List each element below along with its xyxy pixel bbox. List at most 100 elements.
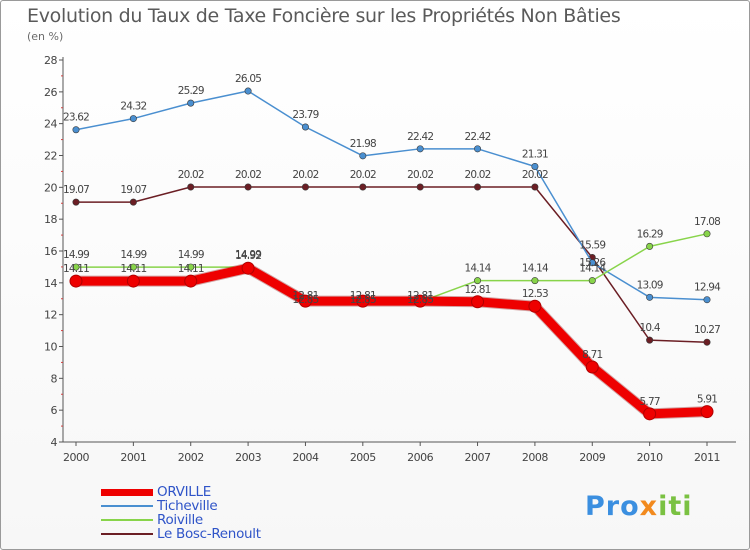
data-label: 12.53 [522,288,548,300]
series-point [413,294,427,308]
x-tick-label: 2000 [63,451,89,464]
series-point [356,294,370,308]
data-label: 24.32 [120,101,146,113]
data-label: 23.62 [63,112,89,124]
series-point [72,198,80,206]
x-tick-label: 2007 [465,451,491,464]
data-label: 16.29 [637,228,663,240]
y-tick-label: 28 [44,54,57,67]
data-label: 14.14 [465,263,492,275]
data-label: 14.11 [178,263,204,275]
legend-swatch [101,519,153,521]
data-label: 25.29 [178,85,204,97]
series-point [187,99,195,107]
series-point [416,183,424,191]
series-point [184,274,198,288]
series-point [703,230,711,238]
series-point [129,115,137,123]
data-label: 14.99 [63,249,89,261]
x-tick-label: 2009 [579,451,605,464]
x-tick-label: 2008 [522,451,548,464]
series-point [643,407,657,421]
legend-item: ORVILLE [101,485,261,499]
series-point [703,296,711,304]
data-label: 22.42 [465,131,491,143]
data-label: 10.27 [694,324,720,336]
x-tick-label: 2004 [292,451,318,464]
series-point [298,294,312,308]
series-line [75,90,708,301]
data-label: 22.42 [407,131,433,143]
series-point [241,261,255,275]
series-point [471,295,485,309]
data-label: 14.99 [235,249,261,261]
legend-swatch [101,533,153,535]
data-label: 12.81 [350,290,376,302]
series-point [528,299,542,313]
legend-label: Roiville [157,512,203,528]
legend-label: ORVILLE [157,484,211,500]
series-point [700,405,714,419]
y-tick-label: 10 [44,341,57,354]
series-point [588,277,596,285]
series-point [646,293,654,301]
data-label: 20.02 [465,169,491,181]
data-label: 5.77 [640,396,660,408]
series-point [474,277,482,285]
series-point [588,259,596,267]
series-point [416,145,424,153]
series-point [474,145,482,153]
series-point [126,274,140,288]
series-point [531,183,539,191]
series-point [301,183,309,191]
y-tick-label: 18 [44,213,57,226]
series-point [359,152,367,160]
x-tick-label: 2003 [235,451,261,464]
data-label: 12.81 [407,290,433,302]
data-label: 19.07 [63,184,89,196]
data-label: 12.81 [465,284,491,296]
chart-legend: ORVILLE Ticheville Roiville Le Bosc-Renoult [101,485,261,541]
data-label: 12.85 [292,294,318,306]
y-tick-label: 12 [44,309,57,322]
series-point [301,123,309,131]
legend-label: Ticheville [157,498,218,514]
series-point [244,183,252,191]
series-point [187,183,195,191]
y-tick-label: 6 [51,404,58,417]
proxiti-logo: Proxiti [585,491,693,522]
series-point [703,338,711,346]
logo-part-3: iti [658,491,693,522]
data-label: 14.99 [120,249,146,261]
data-label: 12.94 [694,282,721,294]
logo-part-1: Pro [585,491,640,522]
series-point [72,126,80,134]
series-point [531,162,539,170]
x-tick-label: 2005 [350,451,376,464]
series-line [75,186,708,343]
data-label: 15.26 [579,257,606,269]
data-label: 14.14 [579,263,606,275]
y-tick-label: 8 [51,372,58,385]
data-label: 15.59 [579,240,605,252]
y-tick-label: 26 [44,86,57,99]
data-label: 23.79 [292,109,318,121]
series-point [72,263,80,271]
series-point [69,274,83,288]
legend-swatch [101,505,153,507]
data-label: 26.05 [235,73,261,85]
data-label: 13.09 [637,279,663,291]
series-point [646,336,654,344]
data-label: 20.02 [235,169,261,181]
data-label: 5.91 [697,394,717,406]
data-label: 14.14 [522,263,549,275]
series-point [474,183,482,191]
y-tick-label: 22 [44,150,57,163]
series-point [244,87,252,95]
chart-unit: (en %) [27,30,64,43]
data-label: 14.11 [63,263,89,275]
legend-label: Le Bosc-Renoult [157,526,261,542]
data-label: 14.11 [120,263,146,275]
chart-title: Evolution du Taux de Taxe Foncière sur l… [27,5,621,27]
data-label: 20.02 [178,169,204,181]
